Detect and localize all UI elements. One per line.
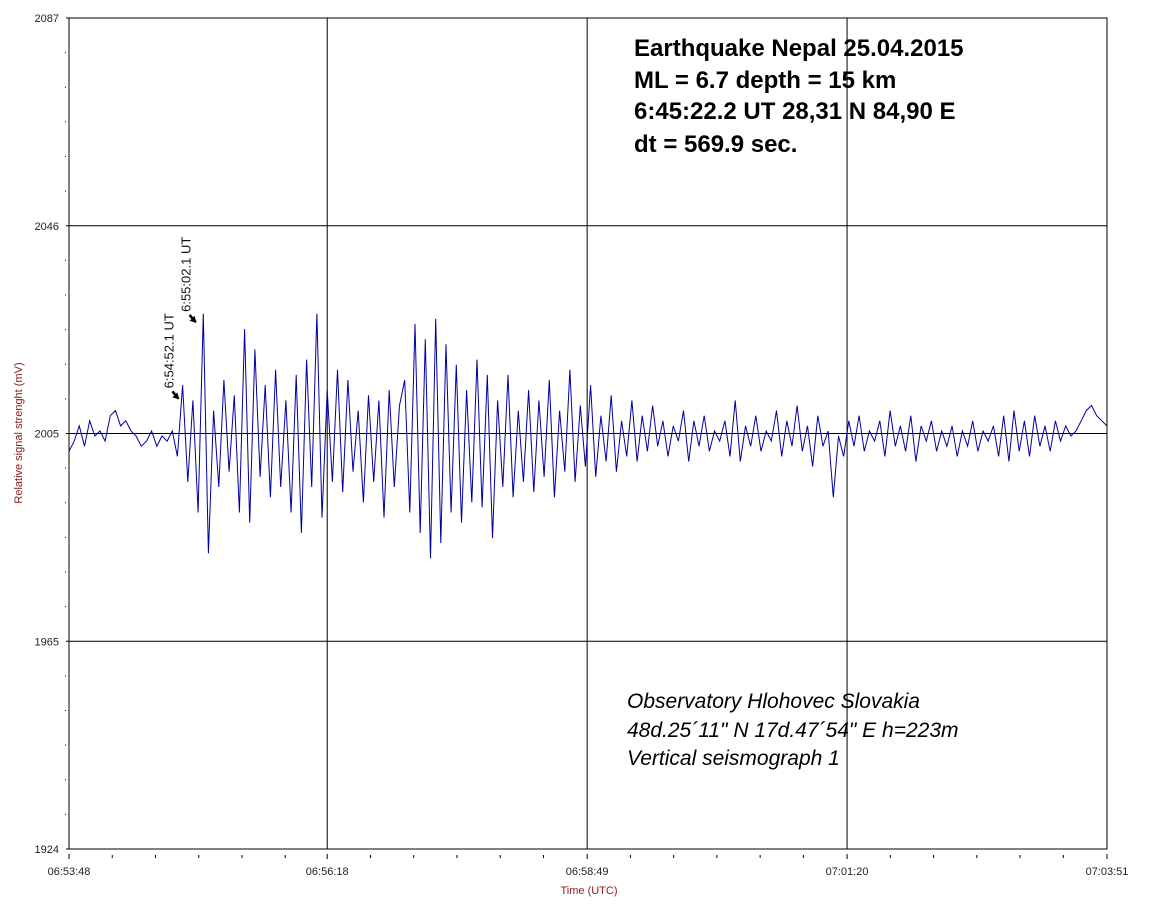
arrival-annotations: 6:54:52.1 UT6:55:02.1 UT [161,237,197,400]
x-tick-label: 06:58:49 [566,866,609,878]
y-tick-label: 1924 [35,844,59,856]
y-tick-label: 1965 [35,636,59,648]
x-tick-label: 07:03:51 [1086,866,1129,878]
y-tick-label: 2046 [35,221,59,233]
arrival-annotation: 6:55:02.1 UT [179,237,197,323]
station-info-line: Observatory Hlohovec Slovakia [627,690,920,713]
plot-frame [68,17,1108,850]
event-info-line: Earthquake Nepal 25.04.2015 [634,35,964,62]
seismogram-trace [68,313,1108,559]
station-info-line: Vertical seismograph 1 [627,747,840,770]
event-info-line: ML = 6.7 depth = 15 km [634,67,896,94]
y-axis-label: Relative signal strenght (mV) [13,362,25,503]
y-tick-label: 2005 [35,429,59,441]
arrival-time-label: 6:55:02.1 UT [179,237,194,312]
arrival-time-label: 6:54:52.1 UT [161,313,176,388]
x-tick-label: 06:53:48 [48,866,91,878]
arrow-head-icon [189,315,197,323]
station-info-line: 48d.25´11" N 17d.47´54" E h=223m [627,719,959,742]
arrival-annotation: 6:54:52.1 UT [161,313,180,400]
axis-ticks: 2087 2046 2005 1965 1924 06:53:48 06:56:18 06:5… [35,13,1129,878]
x-tick-label: 07:01:20 [826,866,869,878]
arrow-head-icon [172,392,180,400]
x-axis-label: Time (UTC) [560,885,617,897]
event-info-line: dt = 569.9 sec. [634,131,797,158]
event-info: Earthquake Nepal 25.04.2015 ML = 6.7 dep… [634,35,964,158]
station-info: Observatory Hlohovec Slovakia 48d.25´11"… [627,690,959,770]
x-tick-label: 06:56:18 [306,866,349,878]
event-info-line: 6:45:22.2 UT 28,31 N 84,90 E [634,98,956,125]
y-tick-label: 2087 [35,13,59,25]
